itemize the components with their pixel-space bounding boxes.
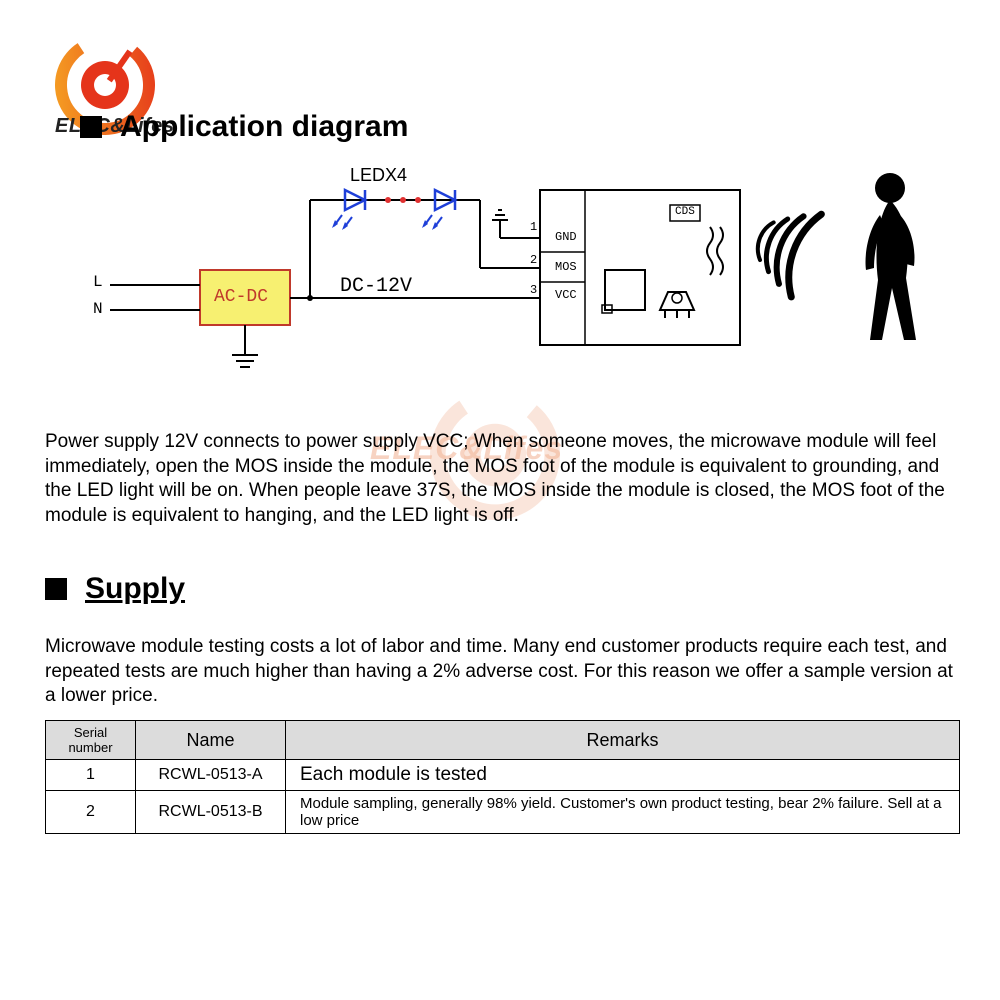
label-N: N — [93, 300, 103, 318]
col-name: Name — [136, 721, 286, 760]
section-title-application: Application diagram — [80, 110, 408, 144]
col-serial: Serial number — [46, 721, 136, 760]
supply-description: Microwave module testing costs a lot of … — [45, 635, 955, 709]
label-pin2: 2 — [530, 253, 537, 267]
cell-name: RCWL-0513-A — [136, 760, 286, 791]
cell-remarks: Each module is tested — [286, 760, 960, 791]
label-dc12v: DC-12V — [340, 275, 412, 298]
section-title-supply: Supply — [45, 572, 185, 606]
col-remarks: Remarks — [286, 721, 960, 760]
label-vcc: VCC — [555, 288, 577, 302]
label-ledx4: LEDX4 — [350, 165, 407, 186]
table-row: 2 RCWL-0513-B Module sampling, generally… — [46, 791, 960, 834]
label-pin3: 3 — [530, 283, 537, 297]
label-pin1: 1 — [530, 220, 537, 234]
cell-remarks: Module sampling, generally 98% yield. Cu… — [286, 791, 960, 834]
application-description: Power supply 12V connects to power suppl… — [45, 430, 955, 529]
cell-name: RCWL-0513-B — [136, 791, 286, 834]
cell-sn: 1 — [46, 760, 136, 791]
label-mos: MOS — [555, 260, 577, 274]
table-row: 1 RCWL-0513-A Each module is tested — [46, 760, 960, 791]
cell-sn: 2 — [46, 791, 136, 834]
label-acdc: AC-DC — [214, 287, 268, 307]
label-L: L — [93, 273, 103, 291]
table-header-row: Serial number Name Remarks — [46, 721, 960, 760]
label-gnd: GND — [555, 230, 577, 244]
supply-table: Serial number Name Remarks 1 RCWL-0513-A… — [45, 720, 960, 834]
label-cds: CDS — [675, 206, 695, 218]
application-diagram: LEDX4 DC-12V L N AC-DC 1 2 3 GND MOS VCC… — [60, 160, 940, 410]
